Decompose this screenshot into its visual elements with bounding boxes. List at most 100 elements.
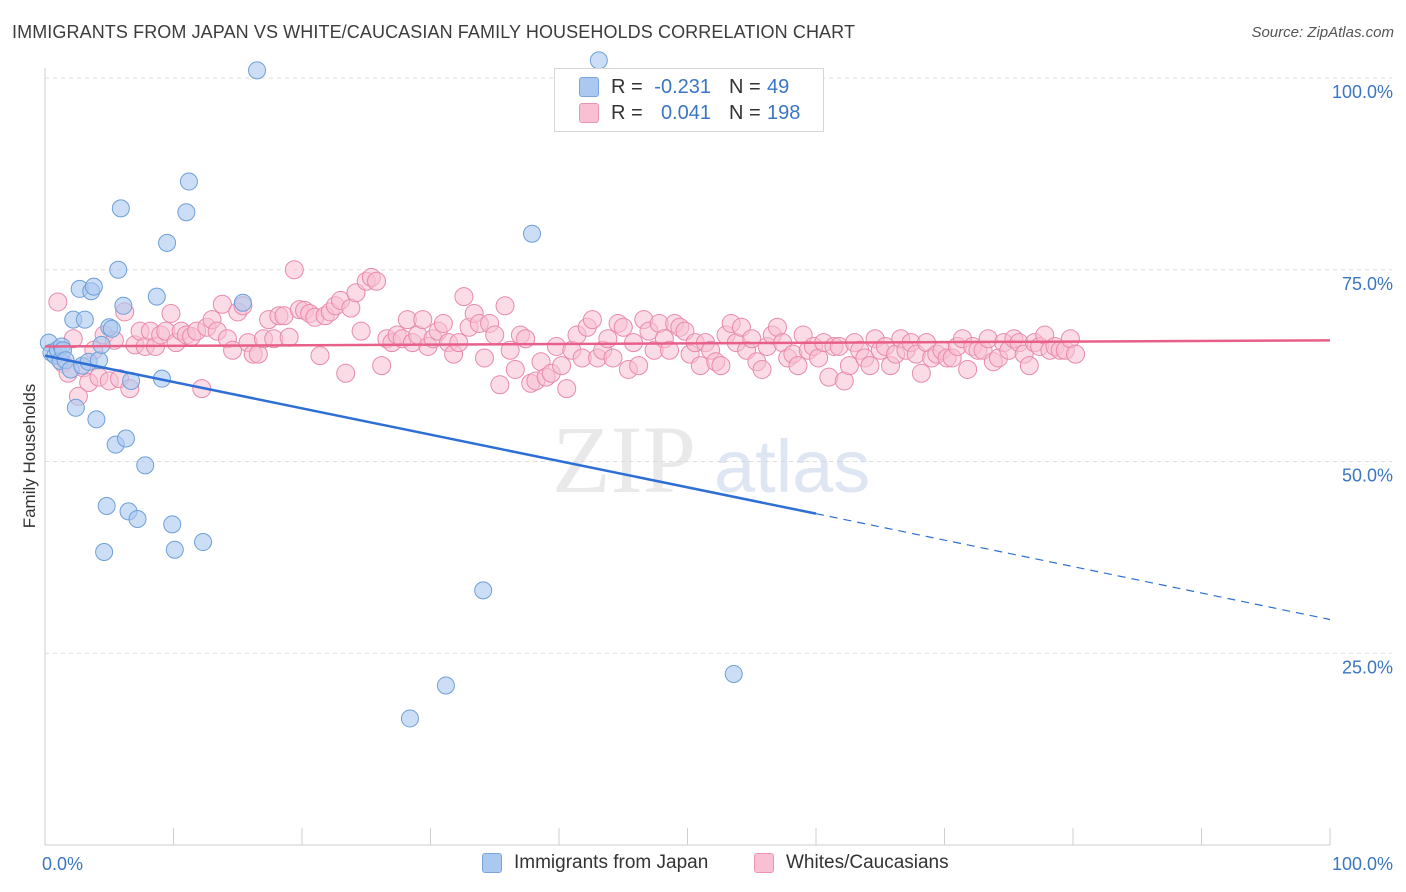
data-point-whites xyxy=(433,313,453,333)
y-axis-label: Family Households xyxy=(20,384,39,529)
data-point-whites xyxy=(372,356,392,376)
data-point-whites xyxy=(788,356,808,376)
data-point-whites xyxy=(582,310,602,330)
data-point-whites xyxy=(367,271,387,291)
y-tick-label: 75.0% xyxy=(1342,274,1393,294)
data-point-whites xyxy=(485,325,505,345)
y-tick-label: 25.0% xyxy=(1342,657,1393,677)
data-point-japan xyxy=(474,581,493,600)
data-point-japan xyxy=(436,676,455,695)
legend-r-value: -0.231 xyxy=(654,75,711,98)
series-whites-caucasians xyxy=(48,260,1086,406)
tick-labels: 25.0% 50.0% 75.0% 100.0% 0.0% 100.0% xyxy=(42,82,1393,874)
data-point-whites xyxy=(449,333,469,353)
data-point-japan xyxy=(400,709,419,728)
data-point-japan xyxy=(177,203,196,222)
data-point-whites xyxy=(613,317,633,337)
chart-title: IMMIGRANTS FROM JAPAN VS WHITE/CAUCASIAN… xyxy=(12,22,856,42)
data-point-japan xyxy=(114,296,133,315)
data-point-japan xyxy=(523,224,542,243)
data-point-japan xyxy=(66,398,85,417)
data-point-japan xyxy=(194,533,213,552)
data-point-whites xyxy=(1066,344,1086,364)
legend-swatch-japan xyxy=(579,77,599,97)
data-point-whites xyxy=(336,363,356,383)
source-label: Source: ZipAtlas.com xyxy=(1251,24,1394,41)
stats-legend: R = -0.231 N = 49 R = 0.041 N = 198 xyxy=(554,68,824,132)
data-point-whites xyxy=(839,356,859,376)
data-point-whites xyxy=(351,321,371,341)
legend-item-japan[interactable]: Immigrants from Japan xyxy=(482,852,708,874)
legend-r-label: R = xyxy=(611,75,643,98)
data-point-whites xyxy=(711,356,731,376)
data-point-japan xyxy=(97,496,116,515)
data-point-japan xyxy=(136,456,155,475)
data-point-japan xyxy=(724,664,743,683)
legend-n-label: N = xyxy=(729,101,761,124)
legend-r-label: R = xyxy=(611,101,643,124)
legend-swatch-whites xyxy=(579,103,599,123)
data-point-japan xyxy=(248,61,267,80)
x-tick-label: 0.0% xyxy=(42,854,83,874)
data-point-whites xyxy=(474,348,494,368)
trend-line-japan xyxy=(44,354,817,515)
watermark-zip: ZIP xyxy=(552,406,696,513)
data-point-whites xyxy=(212,294,232,314)
series-immigrants-from-japan xyxy=(39,51,743,728)
data-point-japan xyxy=(87,410,106,429)
data-point-japan xyxy=(147,287,166,306)
data-point-whites xyxy=(490,375,510,395)
data-point-japan xyxy=(158,233,177,252)
legend-item-whites[interactable]: Whites/Caucasians xyxy=(754,852,949,874)
data-point-japan xyxy=(75,310,94,329)
data-point-whites xyxy=(1019,356,1039,376)
data-point-whites xyxy=(310,346,330,366)
data-point-whites xyxy=(161,303,181,323)
data-point-japan xyxy=(116,429,135,448)
data-point-whites xyxy=(603,348,623,368)
data-point-japan xyxy=(109,260,128,279)
watermark-atlas: atlas xyxy=(714,425,870,508)
legend-swatch-whites xyxy=(754,853,774,873)
data-point-whites xyxy=(279,327,299,347)
data-point-japan xyxy=(589,51,608,70)
data-point-japan xyxy=(165,540,184,559)
data-point-whites xyxy=(911,363,931,383)
data-point-japan xyxy=(163,515,182,534)
data-point-japan xyxy=(128,510,147,529)
series-legend: Immigrants from Japan Whites/Caucasians xyxy=(0,852,1406,878)
legend-row-whites: R = 0.041 N = 198 xyxy=(579,101,800,125)
data-point-japan xyxy=(111,199,130,218)
x-tick-label: 100.0% xyxy=(1332,854,1393,874)
legend-n-label: N = xyxy=(729,75,761,98)
data-point-whites xyxy=(454,287,474,307)
data-point-whites xyxy=(557,379,577,399)
data-point-japan xyxy=(233,293,252,312)
data-point-japan xyxy=(95,543,114,562)
trend-lines xyxy=(44,339,1331,621)
data-point-whites xyxy=(413,310,433,330)
data-point-whites xyxy=(505,359,525,379)
data-point-whites xyxy=(284,260,304,280)
legend-n-value: 49 xyxy=(767,75,790,98)
data-point-whites xyxy=(500,340,520,360)
data-point-whites xyxy=(629,356,649,376)
data-point-whites xyxy=(860,356,880,376)
trend-line-whites xyxy=(44,339,1331,348)
legend-swatch-japan xyxy=(482,853,502,873)
data-point-whites xyxy=(660,340,680,360)
data-point-whites xyxy=(598,329,618,349)
trend-line-japan-projection xyxy=(815,513,1331,621)
data-point-whites xyxy=(552,356,572,376)
y-tick-label: 50.0% xyxy=(1342,466,1393,486)
axes xyxy=(44,68,1331,846)
y-tick-label: 100.0% xyxy=(1332,82,1393,102)
data-point-japan xyxy=(84,277,103,296)
data-point-whites xyxy=(958,359,978,379)
data-point-whites xyxy=(752,359,772,379)
data-point-japan xyxy=(179,172,198,191)
legend-n-value: 198 xyxy=(767,101,801,124)
data-point-whites xyxy=(48,292,68,312)
gridlines xyxy=(45,77,1392,654)
